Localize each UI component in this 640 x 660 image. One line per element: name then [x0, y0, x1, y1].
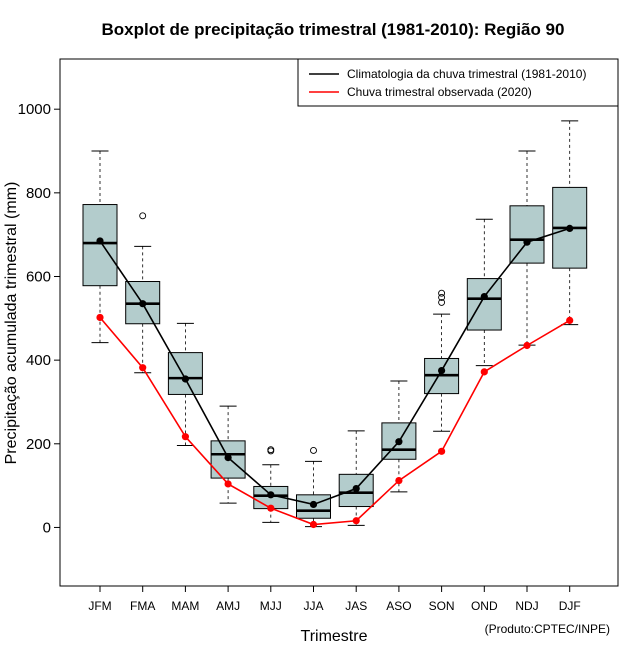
box-aso: [381, 380, 417, 493]
series-point: [309, 500, 318, 509]
x-tick-label: SON: [429, 599, 455, 613]
series-point: [309, 520, 318, 529]
box-djf: [552, 120, 588, 326]
series-point: [395, 477, 403, 485]
y-tick-label: 800: [26, 185, 51, 202]
series-climatology: [96, 224, 574, 509]
y-tick-label: 200: [26, 436, 51, 453]
x-tick-label: JFM: [88, 599, 111, 613]
box-jja: [296, 447, 331, 528]
chart-title: Boxplot de precipitação trimestral (1981…: [102, 20, 565, 39]
box-jfm: [82, 150, 118, 344]
series-line: [99, 227, 570, 506]
box-jas: [338, 430, 374, 526]
box-son: [424, 289, 460, 432]
outlier-point: [139, 212, 147, 220]
legend-label-observed: Chuva trimestral observada (2020): [347, 85, 532, 99]
box-iqr: [82, 204, 118, 287]
box-iqr: [167, 352, 203, 395]
x-tick-label: AMJ: [216, 599, 240, 613]
x-tick-label: ASO: [386, 599, 411, 613]
y-axis-label: Precipitação acumulada trimestral (mm): [3, 182, 20, 465]
series-point: [96, 313, 104, 322]
series-point: [566, 316, 574, 325]
box-fma: [125, 212, 161, 374]
series-point: [181, 433, 189, 441]
series-point: [438, 366, 446, 375]
y-tick-label: 600: [26, 268, 51, 285]
series-point: [139, 300, 147, 308]
outlier-point: [267, 446, 275, 454]
x-tick-label: NDJ: [515, 599, 538, 613]
product-credit: (Produto:CPTEC/INPE): [485, 622, 610, 636]
box-mam: [167, 322, 203, 446]
series-point: [224, 453, 232, 462]
series-lines-group: [96, 224, 574, 529]
series-point: [352, 517, 360, 525]
series-point: [480, 368, 488, 376]
x-tick-label: OND: [471, 599, 498, 613]
x-tick-label: MAM: [171, 599, 199, 613]
y-tick-label: 1000: [18, 101, 51, 118]
y-axis: 0 200 400 600 800 1000: [18, 101, 60, 536]
series-point: [139, 364, 147, 372]
series-point: [96, 237, 104, 245]
y-tick-label: 400: [26, 352, 51, 369]
boxes-group: [82, 120, 588, 528]
legend-box: [297, 58, 619, 107]
box-ndj: [509, 150, 545, 346]
series-point: [267, 504, 275, 512]
outlier-point: [438, 298, 446, 306]
outlier-point: [438, 289, 446, 297]
series-point: [395, 438, 403, 446]
series-line: [99, 316, 571, 526]
x-tick-label: JJA: [303, 599, 323, 613]
x-tick-label: DJF: [559, 599, 581, 613]
series-point: [181, 375, 189, 383]
outlier-point: [438, 293, 446, 301]
box-iqr: [509, 205, 545, 264]
x-tick-label: MJJ: [260, 599, 282, 613]
y-tick-label: 0: [43, 519, 51, 536]
series-point: [480, 292, 488, 301]
box-iqr: [466, 278, 502, 331]
series-point: [352, 484, 360, 493]
x-tick-label: FMA: [130, 599, 155, 613]
series-point: [438, 447, 446, 455]
legend-label-climatology: Climatologia da chuva trimestral (1981-2…: [347, 67, 586, 81]
series-point: [224, 480, 232, 488]
series-point: [566, 224, 574, 232]
x-tick-label: JAS: [345, 599, 367, 613]
series-point: [523, 238, 531, 246]
series-observed-2020: [96, 313, 574, 529]
outlier-point: [310, 447, 317, 454]
series-point: [523, 341, 531, 350]
series-point: [267, 491, 275, 499]
x-axis: JFM FMA MAM AMJ MJJ JJA JAS ASO SON OND NDJ DJF: [88, 586, 581, 613]
x-axis-label: Trimestre: [301, 628, 368, 645]
box-ond: [466, 218, 502, 367]
legend: Climatologia da chuva trimestral (1981-2…: [297, 58, 619, 107]
